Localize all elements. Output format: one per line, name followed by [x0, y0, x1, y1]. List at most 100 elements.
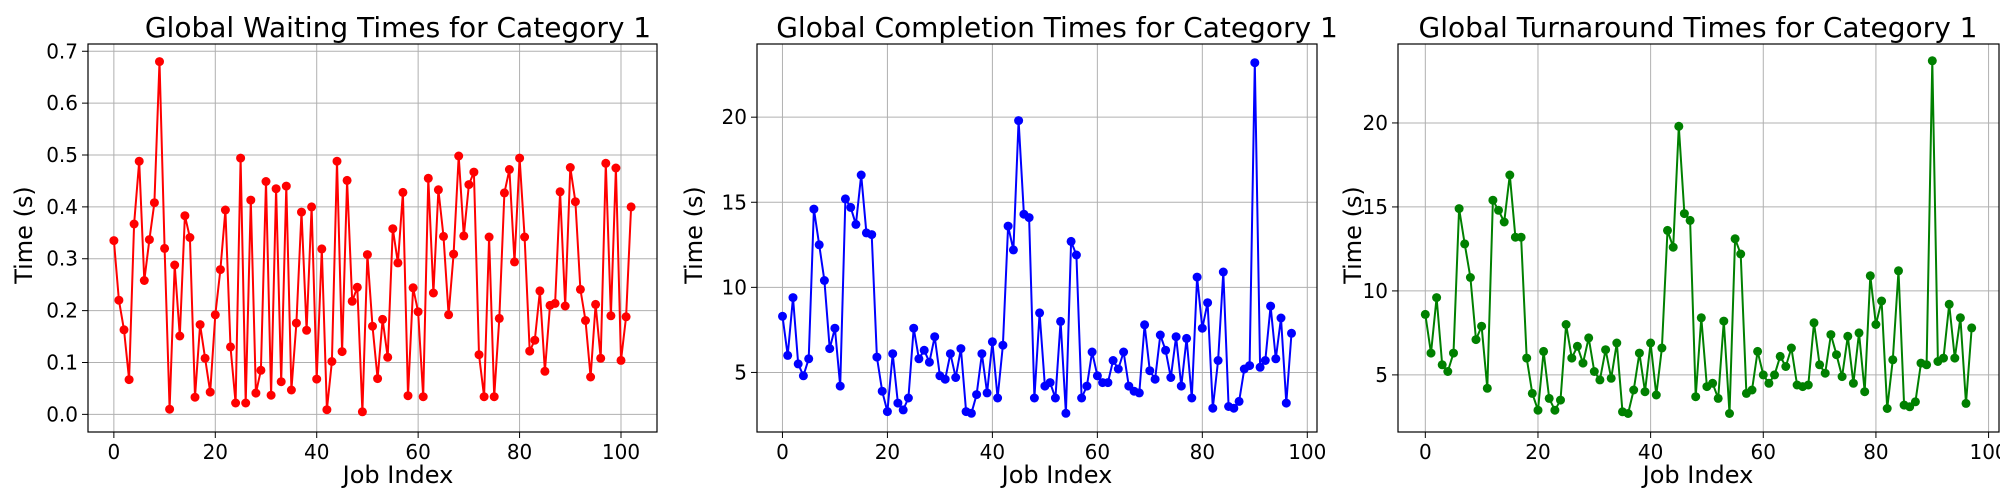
data-point	[494, 313, 504, 323]
data-point	[882, 407, 892, 417]
data-point	[1166, 373, 1176, 382]
data-point	[433, 185, 443, 195]
data-point	[226, 342, 235, 352]
data-point	[872, 352, 882, 362]
data-point	[1922, 360, 1932, 370]
data-point	[302, 325, 312, 335]
data-point	[393, 258, 403, 268]
data-point	[1674, 121, 1684, 131]
data-point	[1781, 362, 1791, 371]
data-point	[977, 349, 987, 359]
data-point	[1860, 387, 1870, 397]
data-point	[530, 335, 540, 345]
data-point	[297, 207, 306, 217]
data-point	[155, 57, 164, 67]
data-point	[793, 359, 803, 369]
data-point	[499, 188, 509, 198]
data-point	[835, 381, 845, 391]
x-axis-label: Job Index	[341, 461, 454, 489]
data-point	[919, 345, 929, 355]
data-point	[998, 340, 1008, 350]
data-point	[109, 236, 119, 246]
data-point	[1281, 398, 1291, 408]
data-point	[454, 151, 464, 161]
x-tick-label: 0	[776, 440, 789, 464]
data-point	[1888, 355, 1898, 365]
completion-times-chart: Global Completion Times for Category 1 J…	[680, 11, 1338, 489]
data-point	[1646, 338, 1656, 348]
data-point	[611, 163, 621, 173]
chart-title: Global Turnaround Times for Category 1	[1419, 11, 1978, 44]
data-point	[205, 387, 215, 397]
data-point	[266, 390, 276, 400]
data-point	[840, 194, 850, 204]
data-point	[403, 391, 413, 401]
data-point	[621, 312, 631, 322]
data-point	[1894, 266, 1903, 276]
data-point	[418, 392, 428, 402]
data-point	[945, 349, 955, 359]
data-point	[591, 299, 601, 309]
data-point	[1640, 387, 1650, 397]
data-point	[1713, 393, 1723, 403]
data-point	[1008, 245, 1018, 255]
data-point	[1939, 353, 1948, 363]
x-tick-label: 60	[1751, 440, 1776, 464]
data-point	[1182, 333, 1192, 343]
data-point	[867, 230, 877, 240]
data-point	[1685, 215, 1695, 225]
data-point	[788, 293, 798, 303]
data-point	[1218, 267, 1228, 277]
data-point	[1572, 341, 1582, 351]
data-point	[1708, 378, 1718, 388]
data-point	[1488, 195, 1498, 205]
data-point	[888, 349, 898, 359]
data-point	[1843, 331, 1853, 341]
data-point	[993, 393, 1003, 403]
data-point	[276, 377, 286, 387]
data-point	[1276, 313, 1286, 323]
x-tick-label: 100	[1969, 440, 2000, 464]
y-tick-label: 15	[722, 190, 747, 214]
data-point	[342, 175, 352, 185]
data-point	[1527, 388, 1537, 398]
data-point	[1150, 374, 1160, 384]
y-axis-label: Time (s)	[1339, 186, 1367, 285]
data-point	[180, 211, 190, 221]
x-tick-label: 0	[1419, 440, 1432, 464]
data-point	[1271, 354, 1281, 364]
data-point	[570, 197, 580, 207]
data-point	[378, 314, 388, 324]
y-tick-label: 20	[1363, 111, 1388, 135]
data-point	[586, 372, 596, 382]
y-tick-label: 0.0	[46, 402, 78, 426]
data-point	[525, 346, 535, 356]
y-tick-label: 20	[722, 105, 747, 129]
data-point	[1725, 409, 1734, 418]
data-point	[281, 181, 291, 191]
grid	[757, 44, 1317, 432]
data-point	[1255, 362, 1265, 372]
y-tick-label: 5	[734, 360, 747, 384]
data-point	[1024, 213, 1034, 223]
data-point	[362, 250, 372, 260]
data-point	[1134, 388, 1144, 398]
data-point	[1420, 309, 1430, 319]
y-axis-label: Time (s)	[10, 186, 38, 285]
data-point	[1730, 234, 1740, 244]
data-point	[1657, 343, 1667, 353]
data-point	[1250, 58, 1260, 68]
data-point	[1634, 348, 1644, 358]
data-point	[914, 354, 924, 364]
data-point	[1601, 345, 1611, 355]
data-point	[251, 388, 261, 398]
chart-title: Global Completion Times for Category 1	[776, 11, 1338, 44]
data-point	[241, 398, 251, 408]
data-point	[464, 180, 474, 190]
data-point	[357, 407, 367, 417]
data-point	[515, 153, 525, 163]
data-point	[1437, 360, 1447, 370]
data-point	[575, 284, 585, 294]
data-point	[798, 371, 808, 381]
data-point	[347, 296, 357, 306]
